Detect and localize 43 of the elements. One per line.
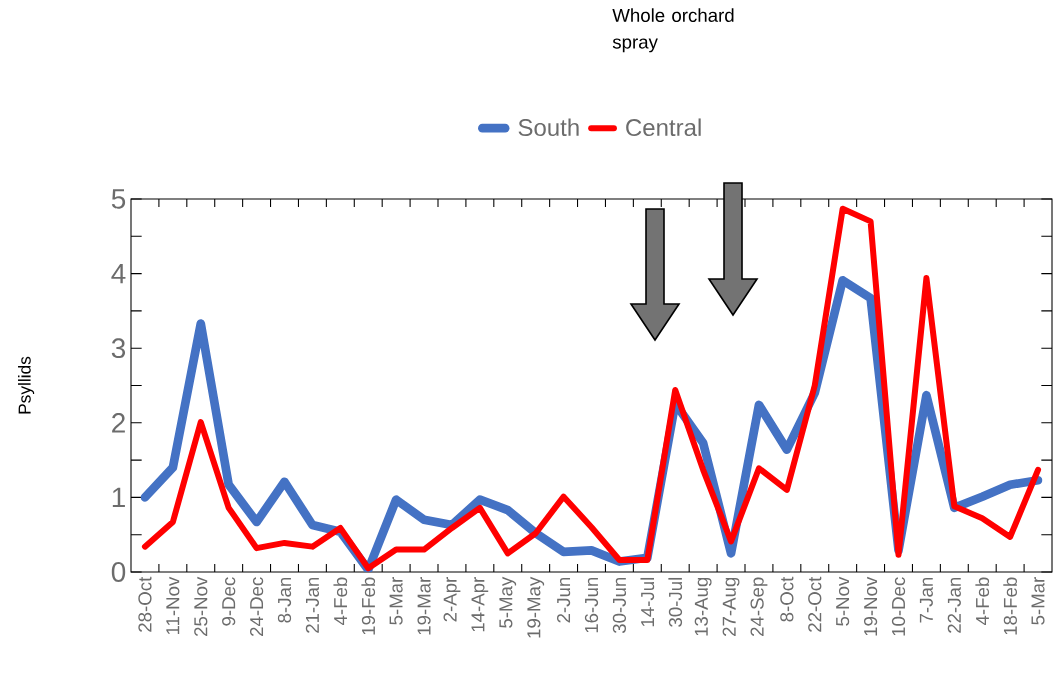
y-tick-label: 5 (111, 189, 126, 209)
x-tick-label: 8-Jan (277, 577, 292, 623)
x-tick-label: 19-Feb (361, 577, 376, 635)
x-tick-label: 19-Nov (863, 576, 878, 636)
x-tick-label: 19-May (527, 576, 545, 638)
x-tick-label: 5-Mar (1031, 577, 1045, 625)
legend-label: Central (626, 118, 701, 137)
x-tick-label: 8-Oct (780, 576, 794, 622)
y-tick-label: 3 (111, 338, 126, 359)
y-axis-title: Psyllids (18, 356, 35, 414)
y-tick-label: 1 (112, 487, 125, 508)
x-tick-label: 9-Dec (222, 577, 236, 626)
x-tick-label: 5-Nov (836, 576, 850, 626)
x-tick-label: 24-Sep (750, 577, 768, 636)
x-tick-label: 22-Oct (808, 576, 822, 632)
x-tick-label: 22-Jan (947, 577, 961, 633)
text: Whole orchard spray (612, 8, 734, 53)
x-tick-label: 14-Apr (471, 577, 489, 632)
x-tick-label: 5-May (499, 576, 517, 628)
x-tick-label: 2-Jun (556, 577, 571, 623)
x-tick-label: 30-Jul (668, 577, 683, 627)
legend-label: South (518, 118, 579, 137)
x-tick-label: 19-Mar (417, 577, 431, 635)
x-tick-label: 5-Mar (389, 577, 403, 625)
x-tick-label: 27-Aug (722, 577, 740, 636)
x-tick-label: 11-Nov (166, 576, 180, 635)
x-tick-label: 21-Jan (305, 577, 320, 633)
y-tick-label: 0 (111, 562, 126, 582)
x-tick-label: 25-Nov (194, 576, 208, 636)
x-tick-label: 30-Jun (612, 577, 627, 634)
x-tick-label: 28-Oct (138, 576, 152, 632)
x-tick-label: 14-Jul (640, 577, 655, 627)
y-tick-label: 2 (112, 413, 125, 433)
x-tick-label: 10-Dec (891, 577, 906, 636)
x-tick-label: 18-Feb (1003, 577, 1017, 635)
x-tick-label: 24-Dec (249, 577, 264, 636)
y-tick-label: 4 (111, 263, 126, 284)
x-tick-label: 2-Apr (443, 577, 461, 622)
x-tick-label: 4-Feb (333, 577, 348, 626)
x-tick-label: 16-Jun (584, 577, 599, 633)
x-tick-label: 4-Feb (975, 577, 990, 626)
x-tick-label: 7-Jan (919, 577, 933, 623)
x-tick-label: 13-Aug (694, 577, 712, 636)
